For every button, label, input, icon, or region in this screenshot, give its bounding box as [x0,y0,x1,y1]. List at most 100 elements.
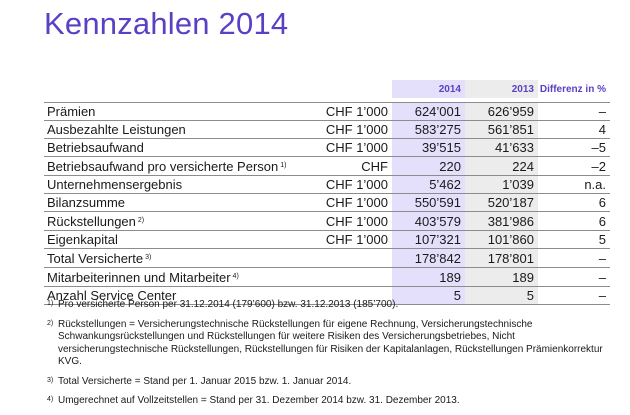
header-2014: 2014 [392,80,465,98]
footnote: 4) Umgerechnet auf Vollzeitstellen = Stan… [47,395,617,408]
page-title: Kennzahlen 2014 [44,6,289,41]
row-label-text: Mitarbeiterinnen und Mitarbeiter [47,270,231,285]
footnote-text: Umgerechnet auf Vollzeitstellen = Stand … [58,395,460,406]
row-label-text: Betriebsaufwand [47,140,144,155]
difference-percent: 5 [538,230,610,249]
value-2013: 178’801 [465,248,538,268]
table-row: Bilanzsumme CHF 1’000 550’591 520’187 6 [44,193,610,212]
value-2014: 5’462 [392,175,465,194]
row-unit: CHF 1’000 [312,211,392,231]
row-label: Mitarbeiterinnen und Mitarbeiter 4) [44,267,312,287]
table-row: Mitarbeiterinnen und Mitarbeiter 4) 189 189… [44,267,610,287]
value-2013: 1’039 [465,175,538,194]
value-2013: 101’860 [465,230,538,249]
table-row: Betriebsaufwand pro versicherte Person 1)… [44,156,610,176]
row-label-text: Betriebsaufwand pro versicherte Person [47,159,279,174]
row-label: Prämien [44,102,312,121]
footnote-reference: 4) [232,273,239,280]
value-2014: 550’591 [392,193,465,212]
row-label-text: Anzahl Service Center [47,288,177,303]
header-unit-empty [312,80,392,98]
value-2014: 220 [392,156,465,176]
footnote-reference: 1) [280,162,287,169]
footnote-reference: 2) [137,217,145,224]
table-row: Eigenkapital CHF 1’000 107’321 101’860 5 [44,230,610,249]
row-unit: CHF 1’000 [312,102,392,121]
row-label: Betriebsaufwand [44,138,312,157]
footnote-text: Pro versicherte Person per 31.12.2014 (1… [58,299,399,310]
footnote-reference: 3) [145,254,152,261]
value-2013: 5 [465,286,538,305]
row-unit: CHF 1’000 [312,138,392,157]
footnote: 1) Pro versicherte Person per 31.12.2014 … [47,299,617,312]
difference-percent: –2 [538,156,610,176]
footnote-mark: 1) [47,300,54,307]
value-2013: 561’851 [465,120,538,139]
row-unit [312,248,392,268]
row-label: Anzahl Service Center [44,286,312,305]
row-unit: CHF 1’000 [312,120,392,139]
row-label: Eigenkapital [44,230,312,249]
table-row: Betriebsaufwand CHF 1’000 39’515 41’633 –5 [44,138,610,157]
footnote-mark: 2) [47,319,54,327]
row-label-text: Ausbezahlte Leistungen [47,122,186,137]
table-row: Total Versicherte 3) 178’842 178’801– [44,248,610,268]
value-2014: 178’842 [392,248,465,268]
value-2014: 583’275 [392,120,465,139]
table-body: Prämien CHF 1’000 624’001 626’959– Ausbezahl… [44,102,610,305]
value-2013: 381’986 [465,211,538,231]
row-label-text: Prämien [47,104,96,119]
value-2014: 624’001 [392,102,465,121]
row-label-text: Unternehmensergebnis [47,177,183,192]
footnote-mark: 3) [47,376,54,384]
row-unit [312,267,392,287]
row-label: Ausbezahlte Leistungen [44,120,312,139]
difference-percent: – [538,286,610,305]
value-2013: 520’187 [465,193,538,212]
row-label: Bilanzsumme [44,193,312,212]
difference-percent: n.a. [538,175,610,194]
value-2014: 107’321 [392,230,465,249]
row-unit: CHF 1’000 [312,175,392,194]
key-figures-table-wrap: 2014 2013 Differenz in % Prämien CHF 1’00… [44,80,610,305]
footnote: 2) Rückstellungen = Versicherungstechnisc… [47,319,617,369]
footnotes: 1) Pro versicherte Person per 31.12.2014 … [47,299,617,415]
value-2013: 224 [465,156,538,176]
difference-percent: –5 [538,138,610,157]
row-label-text: Total Versicherte [47,251,144,266]
key-figures-table: 2014 2013 Differenz in % Prämien CHF 1’00… [44,80,610,305]
row-unit: CHF 1’000 [312,230,392,249]
difference-percent: – [538,102,610,121]
footnote-text: Rückstellungen = Versicherungstechnische… [58,318,603,368]
table-row: Prämien CHF 1’000 624’001 626’959– [44,102,610,121]
value-2013: 41’633 [465,138,538,157]
value-2014: 189 [392,267,465,287]
table-row: Ausbezahlte Leistungen CHF 1’000 583’275 56… [44,120,610,139]
row-label: Rückstellungen 2) [44,211,312,231]
difference-percent: – [538,248,610,268]
row-unit: CHF [312,156,392,176]
difference-percent: – [538,267,610,287]
difference-percent: 6 [538,193,610,212]
row-label-text: Bilanzsumme [47,195,126,210]
table-row: Unternehmensergebnis CHF 1’000 5’462 1’039 n… [44,175,610,194]
footnote-mark: 4) [47,396,54,403]
value-2013: 626’959 [465,102,538,121]
row-label-text: Eigenkapital [47,232,118,247]
header-label-empty [44,80,312,98]
table-header-row: 2014 2013 Differenz in % [44,80,610,98]
table-row: Rückstellungen 2) CHF 1’000 403’579 381’986 6 [44,211,610,231]
value-2014: 39’515 [392,138,465,157]
header-difference: Differenz in % [539,83,606,95]
row-label: Betriebsaufwand pro versicherte Person 1) [44,156,312,176]
footnote-text: Total Versicherte = Stand per 1. Januar … [58,375,352,387]
table-row: Anzahl Service Center 5 5– [44,286,610,305]
difference-percent: 6 [538,211,610,231]
difference-percent: 4 [538,120,610,139]
row-label-text: Rückstellungen [47,214,136,229]
value-2014: 403’579 [392,211,465,231]
header-2013: 2013 [465,80,538,98]
value-2014: 5 [392,286,465,305]
value-2013: 189 [465,267,538,287]
row-label: Total Versicherte 3) [44,248,312,268]
